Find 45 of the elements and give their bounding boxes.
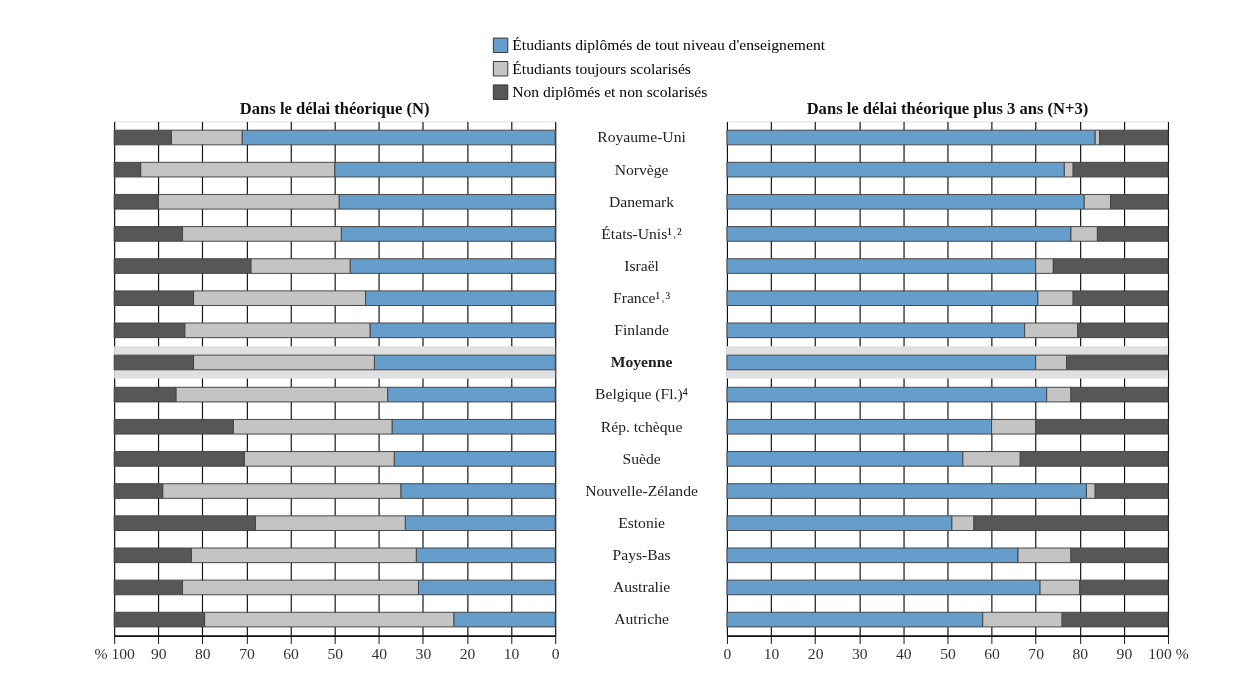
x-tick-label: 0	[551, 644, 560, 662]
x-tick-label: 80	[1072, 644, 1089, 662]
x-tick-label: 40	[371, 644, 388, 662]
x-tick-label: 90	[150, 644, 167, 662]
y-tick-label: Australie	[612, 578, 671, 596]
legend-label: Étudiants toujours scolarisés	[512, 59, 691, 77]
legend-label: Étudiants diplômés de tout niveau d'enseignement	[512, 36, 826, 54]
x-tick-label: 40	[896, 644, 912, 662]
y-tick-label: Royaume-Uni	[597, 128, 687, 146]
x-tick-label: 70	[1028, 644, 1045, 662]
y-tick-label: Rép. tchèque	[600, 417, 683, 435]
y-tick-label: Pays-Bas	[612, 546, 671, 564]
y-tick-label: Israël	[624, 256, 660, 274]
y-tick-label: Moyenne	[610, 353, 673, 371]
y-tick-label: France¹˒³	[613, 289, 671, 307]
x-tick-label: 20	[807, 644, 824, 662]
x-tick-label: 10	[503, 644, 520, 662]
x-tick-label: 60	[984, 644, 1001, 662]
bar	[726, 129, 1096, 146]
legend-label: Non diplômés et non scolarisés	[512, 83, 708, 101]
x-tick-label: 60	[283, 644, 300, 662]
y-tick-label: Autriche	[614, 610, 669, 628]
x-tick-label: 100 %	[1148, 644, 1189, 662]
x-tick-label: 50	[327, 644, 344, 662]
y-tick-label: Suède	[622, 449, 661, 467]
x-tick-label: 50	[940, 644, 956, 662]
y-tick-label: Norvège	[614, 160, 669, 178]
x-tick-label: 10	[763, 644, 780, 662]
x-tick-label: 30	[415, 644, 432, 662]
y-tick-label: Nouvelle-Zélande	[585, 481, 698, 499]
x-tick-label: 70	[239, 644, 255, 662]
x-tick-label: 0	[723, 644, 732, 662]
bar	[1099, 129, 1169, 146]
y-tick-label: Belgique (Fl.)⁴	[595, 385, 689, 404]
y-tick-label: États-Unis¹˒²	[601, 224, 683, 242]
x-tick-label: 90	[1116, 644, 1133, 662]
chart-title: Dans le délai théorique plus 3 ans (N+3)	[806, 98, 1089, 118]
x-tick-label: 30	[851, 644, 868, 662]
x-tick-label: 80	[195, 644, 211, 662]
y-tick-label: Estonie	[618, 514, 666, 532]
x-tick-label: % 100	[94, 644, 135, 662]
y-tick-label: Finlande	[614, 321, 669, 339]
y-tick-label: Danemark	[609, 192, 675, 210]
chart-title: Dans le délai théorique (N)	[239, 98, 430, 118]
x-tick-label: 20	[459, 644, 476, 662]
